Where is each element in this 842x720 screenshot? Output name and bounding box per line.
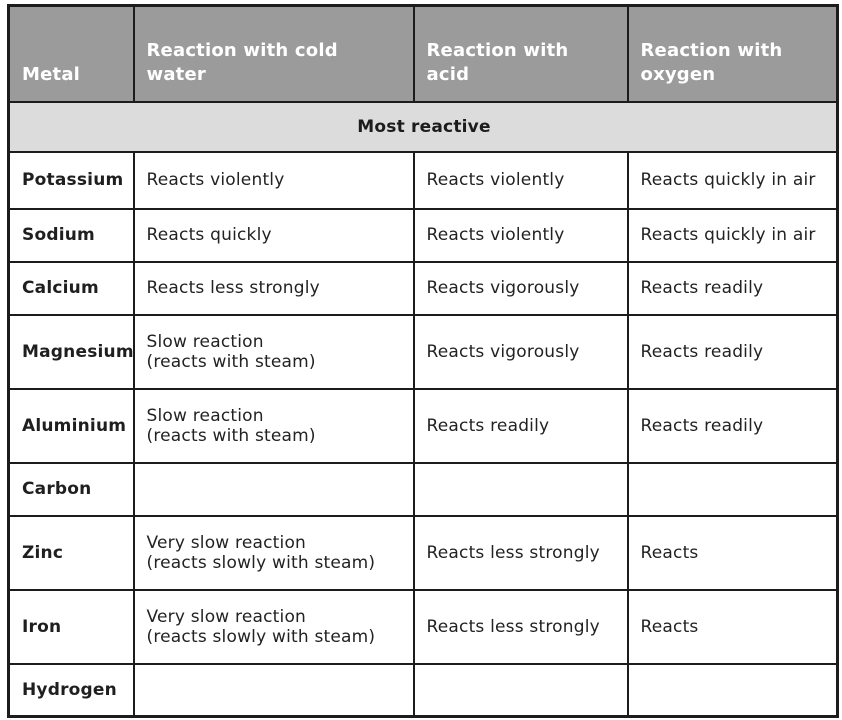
oxygen-cell: Reacts readily <box>626 313 839 390</box>
cold-water-cell: Very slow reaction (reacts slowly with s… <box>132 588 415 665</box>
oxygen-cell: Reacts readily <box>626 260 839 316</box>
metal-name: Iron <box>7 588 135 665</box>
acid-cell: Reacts readily <box>412 387 629 464</box>
cold-water-cell: Very slow reaction (reacts slowly with s… <box>132 514 415 591</box>
table-row: Aluminium Slow reaction (reacts with ste… <box>7 387 839 464</box>
metal-name: Calcium <box>7 260 135 316</box>
acid-cell: Reacts less strongly <box>412 514 629 591</box>
table-row: Zinc Very slow reaction (reacts slowly w… <box>7 514 839 591</box>
most-reactive-banner: Most reactive <box>7 100 839 153</box>
oxygen-cell: Reacts <box>626 514 839 591</box>
acid-cell: Reacts violently <box>412 150 629 210</box>
header-cold-water: Reaction with cold water <box>132 4 415 103</box>
acid-cell <box>412 461 629 517</box>
table-row: Iron Very slow reaction (reacts slowly w… <box>7 588 839 665</box>
metal-name: Zinc <box>7 514 135 591</box>
acid-cell: Reacts vigorously <box>412 313 629 390</box>
acid-cell: Reacts less strongly <box>412 588 629 665</box>
acid-cell: Reacts violently <box>412 207 629 263</box>
metal-name: Potassium <box>7 150 135 210</box>
oxygen-cell <box>626 662 839 718</box>
acid-cell: Reacts vigorously <box>412 260 629 316</box>
cold-water-cell: Slow reaction (reacts with steam) <box>132 313 415 390</box>
reactivity-table-container: Metal Reaction with cold water Reaction … <box>7 4 839 718</box>
metal-name: Hydrogen <box>7 662 135 718</box>
cold-water-cell <box>132 461 415 517</box>
table-row: Hydrogen <box>7 662 839 718</box>
table-row: Potassium Reacts violently Reacts violen… <box>7 150 839 210</box>
table-row: Magnesium Slow reaction (reacts with ste… <box>7 313 839 390</box>
metal-name: Magnesium <box>7 313 135 390</box>
metal-name: Sodium <box>7 207 135 263</box>
metal-name: Aluminium <box>7 387 135 464</box>
reactivity-table: Metal Reaction with cold water Reaction … <box>7 4 839 718</box>
oxygen-cell: Reacts quickly in air <box>626 150 839 210</box>
cold-water-cell: Reacts less strongly <box>132 260 415 316</box>
metal-name: Carbon <box>7 461 135 517</box>
header-oxygen: Reaction with oxygen <box>626 4 839 103</box>
cold-water-cell: Reacts quickly <box>132 207 415 263</box>
cold-water-cell: Reacts violently <box>132 150 415 210</box>
table-header-row: Metal Reaction with cold water Reaction … <box>7 4 839 103</box>
cold-water-cell: Slow reaction (reacts with steam) <box>132 387 415 464</box>
oxygen-cell <box>626 461 839 517</box>
oxygen-cell: Reacts <box>626 588 839 665</box>
cold-water-cell <box>132 662 415 718</box>
oxygen-cell: Reacts readily <box>626 387 839 464</box>
acid-cell <box>412 662 629 718</box>
oxygen-cell: Reacts quickly in air <box>626 207 839 263</box>
table-row: Carbon <box>7 461 839 517</box>
table-row: Calcium Reacts less strongly Reacts vigo… <box>7 260 839 316</box>
header-metal: Metal <box>7 4 135 103</box>
most-reactive-banner-row: Most reactive <box>7 100 839 153</box>
table-row: Sodium Reacts quickly Reacts violently R… <box>7 207 839 263</box>
header-acid: Reaction with acid <box>412 4 629 103</box>
